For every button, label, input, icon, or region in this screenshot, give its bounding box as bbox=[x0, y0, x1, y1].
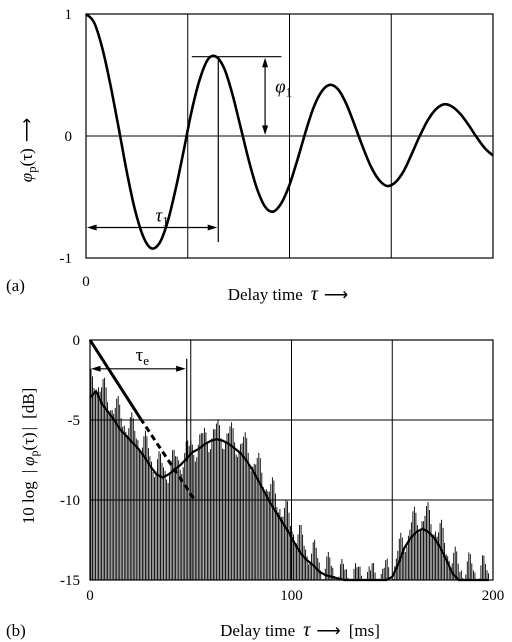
panel-a-label: (a) bbox=[6, 276, 25, 295]
panel-b-y-ticks: 0 -5 -10 -15 bbox=[60, 333, 80, 589]
panel-a-x-tick-label: 0 bbox=[82, 274, 90, 290]
panel-b-x-tick-label: 100 bbox=[280, 588, 303, 604]
tau1-label: τ1 bbox=[155, 206, 168, 229]
tau1-arrow-head-right bbox=[207, 224, 218, 231]
panel-b-initial-decay-line bbox=[88, 339, 142, 420]
panel-a-y-tick-label: 1 bbox=[65, 7, 73, 23]
panel-b-x-tick-label: 0 bbox=[86, 588, 94, 604]
panel-b-y-tick-label: 0 bbox=[73, 333, 81, 349]
panel-b-extrapolated-decay-line bbox=[139, 417, 197, 501]
phi1-arrow-head-down bbox=[262, 125, 269, 135]
panel-a-x-ticks: 0 bbox=[82, 274, 90, 290]
panel-b-y-tick-label: -10 bbox=[60, 493, 80, 509]
panel-a-y-axis-label: φp(τ)⟶ bbox=[17, 118, 39, 182]
tau1-arrow-head-left bbox=[87, 224, 97, 231]
panel-b-y-tick-label: -15 bbox=[60, 573, 80, 589]
panel-b-y-axis-label: 10 log|φp(τ)|[dB] bbox=[19, 388, 41, 525]
panel-a-grid bbox=[86, 14, 493, 258]
panel-a-y-ticks: 1 0 -1 bbox=[60, 7, 73, 267]
panel-a-y-tick-label: 0 bbox=[65, 129, 73, 145]
panel-a: 1 0 -1 0 τ1 φ1 φp(τ)⟶ (a) Delay time τ ⟶ bbox=[6, 7, 494, 305]
panel-a-x-axis-label: Delay time τ ⟶ bbox=[228, 283, 349, 305]
panel-a-y-tick-label: -1 bbox=[60, 251, 73, 267]
phi1-label: φ1 bbox=[275, 76, 292, 99]
panel-a-annotations: τ1 φ1 bbox=[87, 56, 292, 243]
panel-b-y-tick-label: -5 bbox=[68, 413, 81, 429]
panel-b: 0 -5 -10 -15 0 100 200 τe 10 log|φp(τ)|[dB] (… bbox=[6, 333, 504, 641]
panel-b-annotations: τe bbox=[91, 345, 188, 462]
panel-b-spikes bbox=[90, 368, 489, 580]
panel-b-x-ticks: 0 100 200 bbox=[86, 588, 504, 604]
taue-label: τe bbox=[136, 345, 150, 368]
panel-b-x-axis-label: Delay time τ ⟶ [ms] bbox=[220, 619, 380, 641]
panel-b-x-tick-label: 200 bbox=[482, 588, 505, 604]
panel-b-envelope-curve bbox=[89, 389, 489, 582]
panel-b-label: (b) bbox=[6, 621, 26, 640]
taue-arrow-head-right bbox=[176, 365, 186, 372]
phi1-arrow-head-up bbox=[262, 57, 269, 68]
panel-a-correlation-curve bbox=[85, 13, 494, 250]
taue-arrow-head-left bbox=[91, 365, 101, 372]
